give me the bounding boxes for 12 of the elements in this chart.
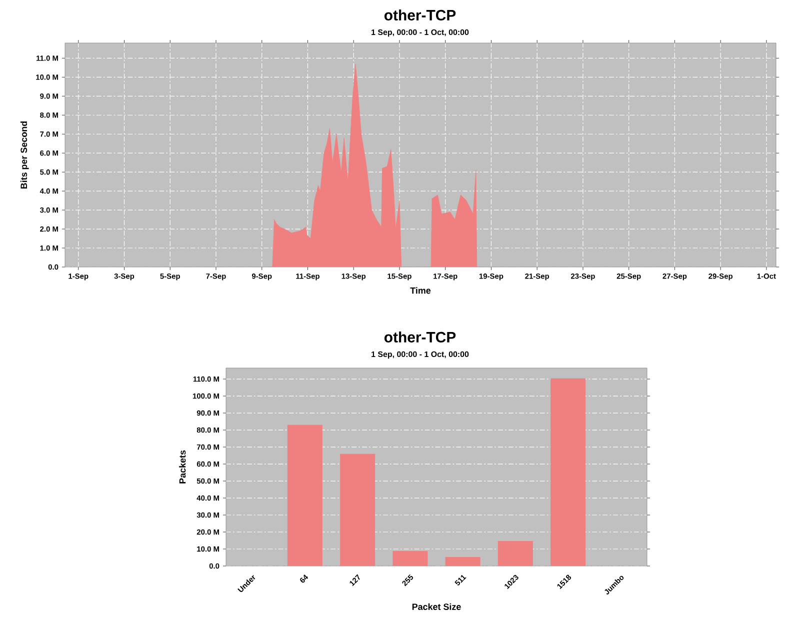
chart-title: other-TCP (384, 10, 456, 20)
bar (287, 424, 322, 566)
y-axis-title: Packets (179, 450, 186, 484)
bar (340, 454, 376, 566)
bar (550, 378, 586, 566)
bar (498, 541, 533, 566)
bar (445, 556, 480, 566)
x-axis-title: Time (410, 287, 431, 294)
chart-title: other-TCP (384, 332, 456, 342)
x-axis-title: Packet Size (412, 603, 461, 610)
y-axis-title: Bits per Second (20, 121, 29, 189)
bar (392, 551, 428, 566)
